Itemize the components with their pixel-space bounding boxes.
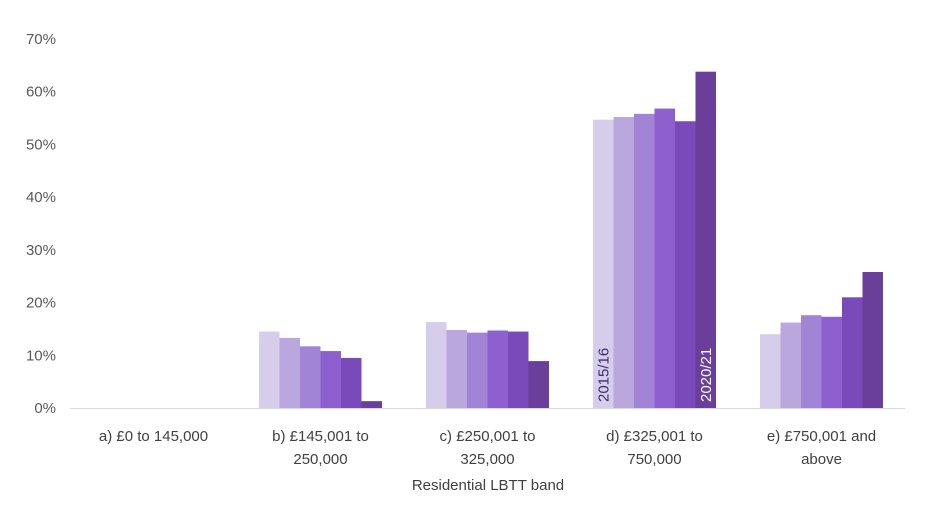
y-tick-label: 40% (26, 189, 56, 206)
bar (695, 71, 716, 409)
bar-label: 2020/21 (698, 348, 715, 402)
x-category-label: c) £250,001 to (440, 428, 536, 445)
x-category-label: e) £750,001 and (767, 428, 876, 445)
x-axis-categories: a) £0 to 145,000 b) £145,001 to 250,000 c) … (99, 428, 876, 468)
bar (821, 316, 842, 408)
bar (341, 357, 362, 408)
bar (279, 337, 300, 408)
y-tick-label: 50% (26, 136, 56, 153)
y-tick-label: 30% (26, 242, 56, 259)
bar (634, 113, 655, 408)
bar (320, 351, 341, 408)
bar (528, 361, 549, 408)
y-axis-ticks: 0% 10% 20% 30% 40% 50% 60% 70% (26, 31, 56, 417)
y-tick-label: 20% (26, 295, 56, 312)
bar (801, 315, 822, 408)
bars (259, 71, 883, 409)
bar (467, 332, 488, 408)
bar (654, 108, 675, 408)
x-category-label: a) £0 to 145,000 (99, 428, 208, 445)
y-tick-label: 70% (26, 31, 56, 48)
bar (862, 272, 883, 408)
bar (426, 322, 447, 408)
bar-label: 2015/16 (595, 348, 612, 402)
bar (300, 346, 321, 408)
bar-labels: 2015/16 2020/21 (595, 348, 715, 402)
bar (760, 334, 781, 408)
bar (780, 322, 801, 408)
bar (593, 119, 614, 409)
x-axis-title: Residential LBTT band (412, 477, 564, 494)
bar (508, 331, 529, 408)
x-category-label: 750,000 (627, 451, 681, 468)
bar (487, 330, 508, 408)
x-category-label: 250,000 (293, 451, 347, 468)
bar (842, 297, 863, 408)
bar (446, 329, 467, 408)
x-category-label: above (801, 451, 842, 468)
x-category-label: 325,000 (460, 451, 514, 468)
y-tick-label: 60% (26, 84, 56, 101)
bar (613, 117, 634, 409)
bar (675, 121, 696, 408)
bar (259, 331, 280, 408)
bar (361, 401, 382, 408)
y-tick-label: 0% (34, 400, 56, 417)
y-tick-label: 10% (26, 347, 56, 364)
x-category-label: d) £325,001 to (606, 428, 703, 445)
x-category-label: b) £145,001 to (272, 428, 369, 445)
